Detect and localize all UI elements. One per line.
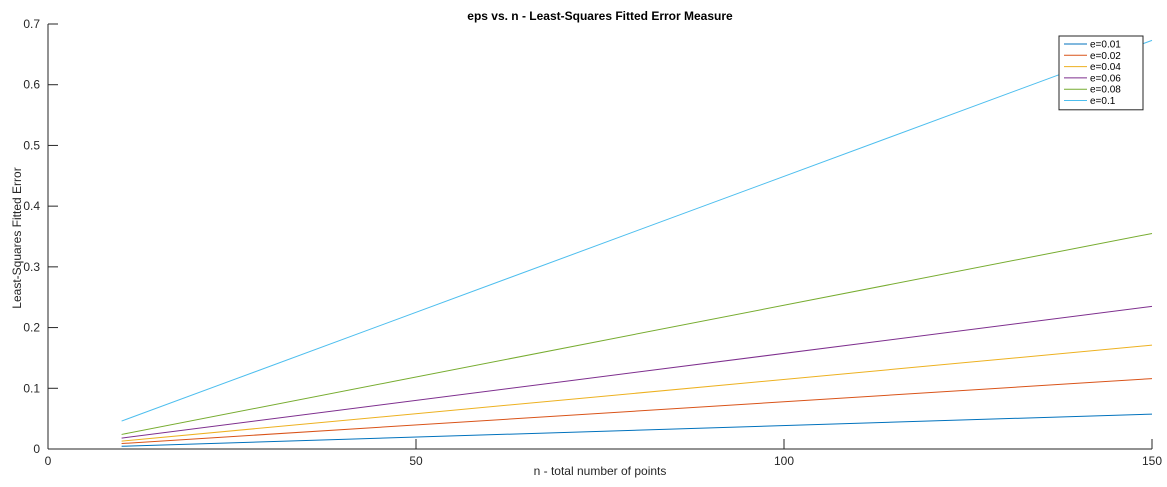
legend-label: e=0.1 [1090, 96, 1116, 107]
series-line [121, 232, 1153, 435]
series-line [121, 305, 1153, 439]
legend-label: e=0.04 [1090, 62, 1121, 73]
legend-box [1058, 35, 1144, 111]
x-axis-label: n - total number of points [534, 464, 667, 478]
series-line [121, 39, 1153, 422]
y-tick-label: 0.6 [23, 78, 40, 92]
y-tick-label: 0.5 [23, 138, 40, 152]
y-tick-label: 0.3 [23, 260, 40, 274]
series-line [121, 378, 1153, 445]
legend-label: e=0.08 [1090, 85, 1121, 96]
series-line [121, 413, 1153, 447]
y-tick-label: 0 [33, 442, 40, 456]
series-line [121, 344, 1153, 442]
legend-label: e=0.01 [1090, 40, 1121, 51]
y-tick-label: 0.2 [23, 321, 40, 335]
legend-label: e=0.06 [1090, 73, 1121, 84]
plot-area: 0 50 100 150 0 0.1 0.2 0.3 0.4 0.5 0.6 0.7 [23, 17, 1162, 468]
y-axis-label: Least-Squares Fitted Error [10, 167, 24, 308]
y-tick-label: 0.7 [23, 17, 40, 31]
x-tick-label: 50 [409, 454, 423, 468]
legend: e=0.01e=0.02e=0.04e=0.06e=0.08e=0.1 [1058, 35, 1144, 111]
legend-label: e=0.02 [1090, 51, 1121, 62]
x-tick-label: 0 [45, 454, 52, 468]
y-tick-label: 0.4 [23, 199, 40, 213]
x-tick-label: 150 [1142, 454, 1162, 468]
y-tick-label: 0.1 [23, 381, 40, 395]
x-tick-label: 100 [774, 454, 794, 468]
chart-title: eps vs. n - Least-Squares Fitted Error M… [467, 9, 733, 23]
